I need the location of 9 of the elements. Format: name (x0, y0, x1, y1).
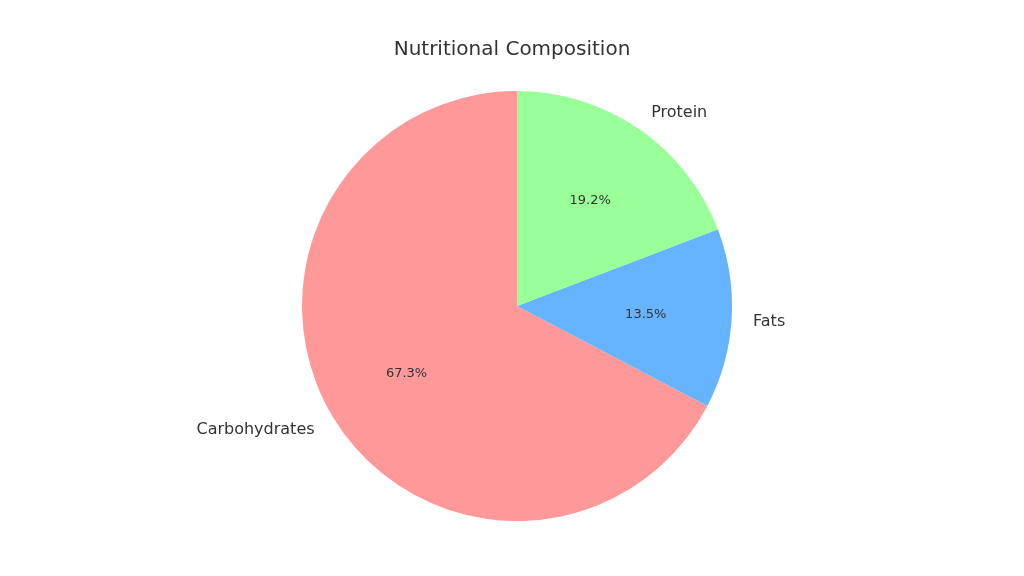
slice-label: Carbohydrates (196, 418, 315, 438)
slice-label: Fats (753, 310, 786, 330)
chart-title: Nutritional Composition (393, 36, 631, 60)
pie-slice (517, 91, 718, 306)
data-label: 19.2% (569, 192, 611, 208)
slice-label: Protein (651, 101, 708, 121)
data-label: 13.5% (625, 306, 667, 322)
pie-slice (517, 229, 732, 407)
data-label: 67.3% (385, 365, 428, 381)
